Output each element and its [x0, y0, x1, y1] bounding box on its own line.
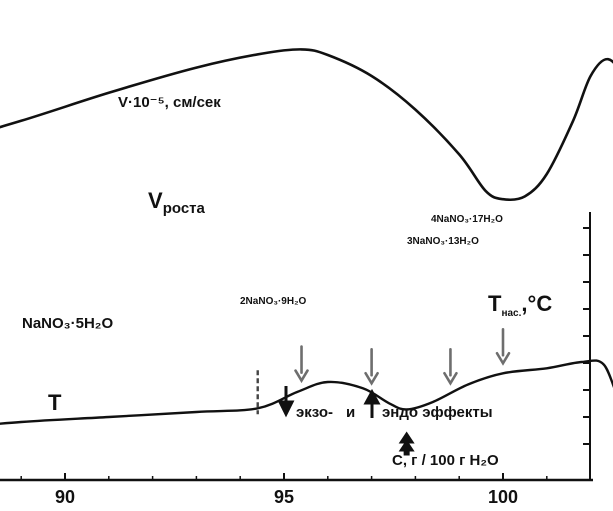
compound-label-2: 2NaNO₃·9H₂O: [240, 296, 307, 307]
exo-arrows: [294, 327, 511, 386]
compound-label-1: NaNO₃·5H₂O: [22, 315, 113, 332]
exo-arrow-3: [443, 347, 458, 386]
velocity-series-label: Vроста: [148, 188, 206, 217]
x-tick-label-95: 95: [274, 487, 294, 507]
exo-arrow-4: [495, 327, 511, 366]
legend-exo-arrow: [277, 386, 295, 418]
x-axis-label: С, г / 100 г H₂O: [392, 452, 499, 469]
x-ticks: [20, 473, 548, 480]
compound-label-4: 4NaNO₃·17H₂O: [431, 214, 503, 225]
x-tick-label-100: 100: [488, 487, 518, 507]
right-axis-ticks: [583, 227, 590, 445]
endo-arrow-1: [398, 431, 415, 456]
velocity-series-sub: роста: [163, 200, 206, 217]
legend-endo-arrow: [363, 388, 381, 418]
legend-endo-text: эндо эффекты: [382, 404, 493, 421]
x-tick-labels: 9095100105110115: [55, 487, 518, 507]
velocity-series-main: V: [148, 188, 163, 213]
exo-arrow-2: [364, 347, 379, 386]
temperature-axis-unit: ,°C: [521, 291, 552, 316]
legend-exo-text: экзо-: [296, 404, 333, 421]
temperature-axis-main: T: [488, 291, 502, 316]
temperature-curve: [0, 359, 613, 425]
velocity-axis-label: V·10⁻⁵, см/сек: [118, 94, 221, 111]
legend-and-text: и: [346, 404, 355, 421]
effects-legend: экзо- и эндо эффекты: [277, 386, 493, 421]
endo-arrows: [398, 431, 415, 456]
temperature-axis-label: Tнас.,°C: [488, 291, 552, 319]
compound-markers: [256, 370, 259, 415]
velocity-curve: [0, 48, 613, 202]
x-tick-label-90: 90: [55, 487, 75, 507]
temperature-series-label: T: [48, 390, 62, 415]
exo-arrow-1: [294, 345, 309, 384]
temperature-axis-sub: нас.: [501, 308, 521, 319]
compound-label-3: 3NaNO₃·13H₂O: [407, 236, 479, 247]
